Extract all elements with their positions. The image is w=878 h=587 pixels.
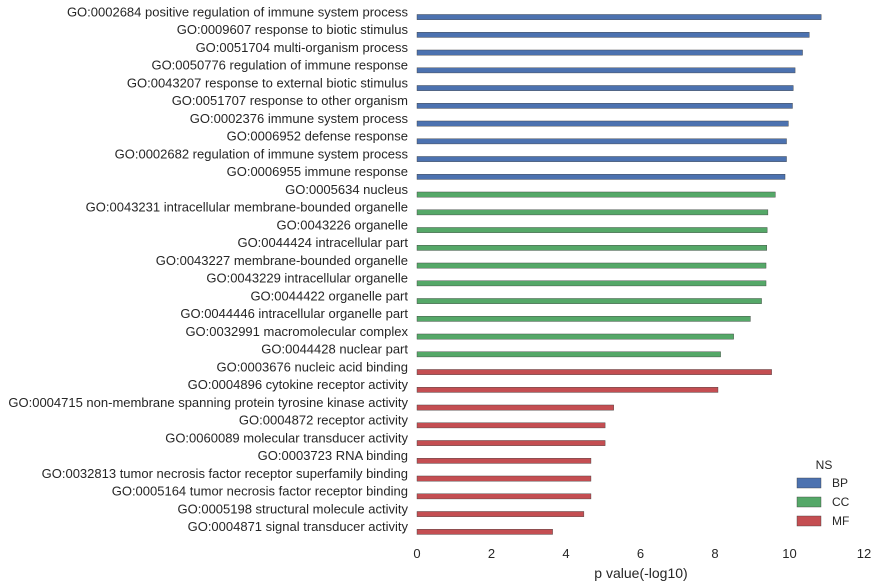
bar-bp [416, 32, 810, 38]
category-label: GO:0004896 cytokine receptor activity [188, 377, 409, 392]
legend-swatch-cc [796, 496, 822, 508]
bar-bp [416, 138, 787, 145]
bar-cc [416, 316, 751, 322]
x-tick-label: 12 [857, 546, 871, 561]
x-tick-label: 10 [782, 546, 796, 561]
category-label: GO:0032813 tumor necrosis factor recepto… [42, 466, 408, 481]
category-label: GO:0005164 tumor necrosis factor recepto… [112, 484, 408, 499]
category-label: GO:0002682 regulation of immune system p… [115, 146, 409, 161]
category-label: GO:0004872 receptor activity [239, 413, 409, 428]
bar-bp [416, 156, 787, 162]
category-label: GO:0043226 organelle [276, 217, 408, 232]
legend-swatch-mf [796, 515, 822, 527]
legend-label-mf: MF [832, 514, 849, 528]
bar-bp [416, 14, 822, 20]
legend-label-cc: CC [832, 495, 850, 509]
legend-label-bp: BP [832, 476, 848, 490]
category-label: GO:0043207 response to external biotic s… [127, 75, 409, 90]
bar-mf [416, 475, 592, 482]
category-label: GO:0009607 response to biotic stimulus [177, 22, 409, 37]
category-label: GO:0004715 non-membrane spanning protein… [8, 395, 408, 410]
bar-cc [416, 351, 721, 358]
category-label: GO:0051707 response to other organism [172, 93, 408, 108]
category-label: GO:0043229 intracellular organelle [206, 271, 408, 286]
bar-mf [416, 493, 592, 500]
category-label: GO:0044446 intracellular organelle part [180, 306, 408, 321]
bar-bp [416, 49, 803, 56]
x-tick-label: 2 [488, 546, 495, 561]
x-tick-label: 6 [637, 546, 644, 561]
x-tick-label: 8 [711, 546, 718, 561]
bar-mf [416, 440, 606, 446]
bar-mf [416, 404, 614, 411]
legend-title: NS [816, 458, 833, 472]
category-label: GO:0005634 nucleus [285, 182, 408, 197]
bar-mf [416, 458, 592, 464]
category-label: GO:0002376 immune system process [190, 111, 409, 126]
bar-cc [416, 280, 767, 287]
legend-swatch-bp [796, 477, 822, 489]
category-label: GO:0006952 defense response [227, 129, 408, 144]
bar-mf [416, 511, 585, 517]
category-label: GO:0044428 nuclear part [261, 342, 408, 357]
x-tick-label: 4 [562, 546, 569, 561]
x-tick-label: 0 [413, 546, 420, 561]
bar-cc [416, 209, 769, 216]
bar-bp [416, 174, 786, 180]
bar-cc [416, 191, 776, 198]
bar-cc [416, 298, 762, 304]
bar-mf [416, 369, 772, 375]
bar-cc [416, 262, 767, 269]
category-label: GO:0006955 immune response [227, 164, 408, 179]
bars-group [416, 14, 822, 535]
category-label: GO:0032991 macromolecular complex [185, 324, 408, 339]
legend: NS BP CC MF [796, 458, 850, 528]
category-label: GO:0051704 multi-organism process [196, 40, 409, 55]
bar-cc [416, 245, 767, 251]
bar-bp [416, 103, 793, 109]
bar-bp [416, 120, 789, 127]
x-axis-label: p value(-log10) [594, 565, 687, 581]
category-label: GO:0004871 signal transducer activity [188, 519, 409, 534]
category-labels-group: GO:0002684 positive regulation of immune… [8, 4, 408, 534]
category-label: GO:0002684 positive regulation of immune… [67, 4, 409, 19]
bar-mf [416, 387, 719, 393]
bar-mf [416, 422, 606, 429]
bar-bp [416, 85, 794, 91]
bar-bp [416, 67, 796, 74]
bar-mf [416, 529, 553, 535]
category-label: GO:0043227 membrane-bounded organelle [156, 253, 408, 268]
category-label: GO:0050776 regulation of immune response [151, 58, 408, 73]
category-label: GO:0044422 organelle part [250, 288, 408, 303]
bar-cc [416, 333, 734, 340]
category-label: GO:0043231 intracellular membrane-bounde… [86, 200, 408, 215]
bar-cc [416, 227, 768, 233]
category-label: GO:0003723 RNA binding [258, 448, 408, 463]
category-label: GO:0060089 molecular transducer activity [165, 430, 408, 445]
category-label: GO:0003676 nucleic acid binding [216, 359, 408, 374]
category-label: GO:0005198 structural molecule activity [178, 501, 409, 516]
category-label: GO:0044424 intracellular part [237, 235, 408, 250]
x-tick-labels-group: 0 2 4 6 8 10 12 [413, 546, 871, 561]
